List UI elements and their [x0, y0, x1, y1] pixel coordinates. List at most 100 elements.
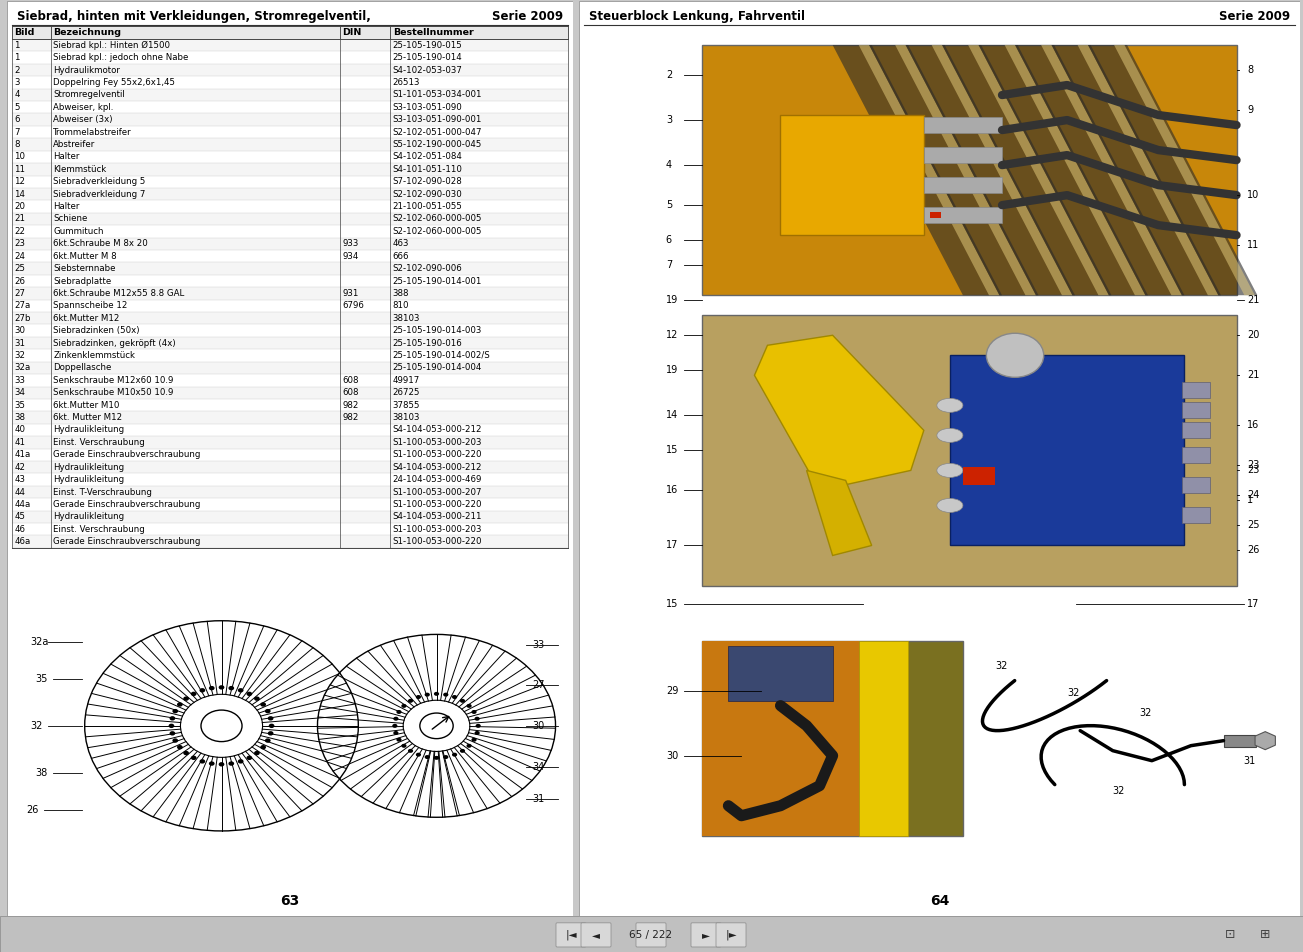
- Circle shape: [460, 749, 465, 753]
- Text: 25-105-190-015: 25-105-190-015: [392, 41, 463, 50]
- Bar: [12, 325, 568, 337]
- Text: 11: 11: [14, 165, 25, 174]
- Bar: [12, 238, 568, 250]
- Circle shape: [476, 724, 481, 728]
- Text: 38103: 38103: [392, 314, 420, 323]
- Text: Siebradzinken, gekröpft (4x): Siebradzinken, gekröpft (4x): [53, 339, 176, 347]
- Bar: [12, 387, 568, 399]
- Polygon shape: [1078, 45, 1218, 295]
- Text: Siebradverkleidung 7: Siebradverkleidung 7: [53, 189, 146, 199]
- Circle shape: [267, 716, 274, 721]
- Text: 34: 34: [14, 388, 25, 397]
- Bar: [12, 188, 568, 200]
- Circle shape: [219, 763, 224, 766]
- Text: Senkschraube M12x60 10.9: Senkschraube M12x60 10.9: [53, 376, 173, 385]
- Text: 17: 17: [1247, 599, 1259, 608]
- Bar: [12, 150, 568, 163]
- Text: 933: 933: [343, 239, 358, 248]
- Text: S1-100-053-000-220: S1-100-053-000-220: [392, 537, 482, 546]
- Bar: [12, 486, 568, 498]
- Bar: [702, 641, 963, 836]
- Circle shape: [168, 724, 175, 728]
- Text: 30: 30: [533, 721, 545, 731]
- Bar: [12, 163, 568, 175]
- Text: 21-100-051-055: 21-100-051-055: [392, 202, 463, 211]
- Text: 44a: 44a: [14, 500, 30, 509]
- Bar: [1182, 507, 1210, 524]
- Text: Bestellnummer: Bestellnummer: [392, 28, 473, 37]
- Circle shape: [466, 704, 472, 708]
- Text: 21: 21: [14, 214, 25, 224]
- Bar: [12, 226, 568, 238]
- Bar: [728, 645, 833, 701]
- Circle shape: [246, 756, 253, 760]
- Text: Hydraulikleitung: Hydraulikleitung: [53, 475, 124, 485]
- Text: Serie 2009: Serie 2009: [1218, 10, 1290, 23]
- Text: Siebrad kpl.: jedoch ohne Nabe: Siebrad kpl.: jedoch ohne Nabe: [53, 53, 189, 62]
- Circle shape: [425, 755, 430, 759]
- Text: S1-100-053-000-203: S1-100-053-000-203: [392, 525, 482, 534]
- Text: 810: 810: [392, 302, 409, 310]
- Text: 22: 22: [14, 227, 25, 236]
- Polygon shape: [895, 45, 1036, 295]
- Text: 14: 14: [666, 410, 678, 421]
- Text: 12: 12: [14, 177, 25, 187]
- Text: 934: 934: [343, 251, 358, 261]
- Bar: [12, 374, 568, 387]
- Text: 40: 40: [14, 426, 25, 434]
- Text: Gerade Einschraubverschraubung: Gerade Einschraubverschraubung: [53, 500, 201, 509]
- Circle shape: [434, 756, 439, 760]
- Text: Halter: Halter: [53, 152, 79, 162]
- Text: 33: 33: [14, 376, 25, 385]
- Bar: [12, 126, 568, 138]
- Text: 2: 2: [14, 66, 20, 74]
- Circle shape: [238, 759, 244, 764]
- Text: Siebrad kpl.: Hinten Ø1500: Siebrad kpl.: Hinten Ø1500: [53, 41, 171, 50]
- Circle shape: [394, 731, 399, 735]
- Text: 32a: 32a: [14, 364, 30, 372]
- Bar: [12, 436, 568, 448]
- Bar: [1182, 383, 1210, 398]
- FancyBboxPatch shape: [717, 922, 747, 947]
- Bar: [12, 76, 568, 89]
- Circle shape: [265, 739, 271, 743]
- Text: 46a: 46a: [14, 537, 30, 546]
- Text: Gerade Einschraubverschraubung: Gerade Einschraubverschraubung: [53, 450, 201, 459]
- Text: S3-103-051-090: S3-103-051-090: [392, 103, 463, 111]
- Circle shape: [420, 713, 453, 739]
- Circle shape: [434, 692, 439, 696]
- Text: Siebsternnabe: Siebsternnabe: [53, 264, 116, 273]
- FancyBboxPatch shape: [556, 922, 586, 947]
- Polygon shape: [833, 45, 1002, 295]
- Bar: [702, 641, 859, 836]
- Polygon shape: [942, 45, 1111, 295]
- Text: 5: 5: [14, 103, 20, 111]
- Bar: [12, 510, 568, 523]
- Text: S4-101-051-110: S4-101-051-110: [392, 165, 463, 174]
- Text: 4: 4: [666, 160, 672, 170]
- FancyBboxPatch shape: [691, 922, 721, 947]
- Circle shape: [396, 738, 401, 742]
- Text: S4-102-053-037: S4-102-053-037: [392, 66, 463, 74]
- Bar: [12, 448, 568, 461]
- Circle shape: [267, 731, 274, 736]
- Text: Hydraulikmotor: Hydraulikmotor: [53, 66, 120, 74]
- Text: 30: 30: [14, 327, 25, 335]
- Bar: [12, 101, 568, 113]
- Text: Einst. Verschraubung: Einst. Verschraubung: [53, 438, 145, 446]
- Bar: [924, 208, 1002, 223]
- Text: 23: 23: [14, 239, 25, 248]
- Circle shape: [396, 710, 401, 714]
- Text: 2: 2: [666, 70, 672, 80]
- Polygon shape: [1015, 45, 1184, 295]
- Bar: [12, 138, 568, 150]
- Text: Doppelring Fey 55x2,6x1,45: Doppelring Fey 55x2,6x1,45: [53, 78, 176, 87]
- Circle shape: [408, 749, 413, 753]
- Text: 6796: 6796: [343, 302, 365, 310]
- Text: Gerade Einschraubverschraubung: Gerade Einschraubverschraubung: [53, 537, 201, 546]
- Text: Siebradplatte: Siebradplatte: [53, 276, 112, 286]
- Text: 6: 6: [14, 115, 20, 124]
- Polygon shape: [859, 45, 999, 295]
- Text: S1-100-053-000-220: S1-100-053-000-220: [392, 450, 482, 459]
- Text: DIN: DIN: [343, 28, 362, 37]
